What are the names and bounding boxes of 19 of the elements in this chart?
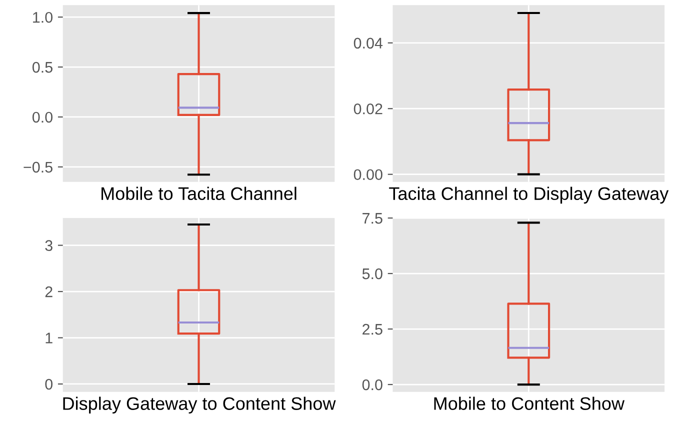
y-tick-label: 2.5 — [362, 324, 382, 335]
y-tick-label: 0.5 — [32, 62, 52, 73]
x-tick-label: Mobile to Tacita Channel — [102, 186, 296, 200]
y-tick-label: 0 — [45, 378, 53, 390]
x-tick-label: Display Gateway to Content Show — [63, 396, 336, 414]
x-tick-label: Tacita Channel to Display Gateway — [389, 186, 669, 204]
y-tick-label: 0.02 — [354, 103, 382, 114]
y-tick-label: 2 — [45, 286, 52, 298]
y-tick-label: 7.5 — [362, 213, 382, 224]
y-tick-label: 5.0 — [362, 268, 382, 280]
y-tick-label: −0.5 — [24, 162, 52, 173]
x-tick-label: Mobile to Content Show — [434, 396, 625, 410]
y-tick-label: 0.0 — [362, 379, 382, 390]
y-tick-label: 0.04 — [354, 38, 383, 49]
y-tick-label: 1.0 — [33, 12, 53, 23]
y-tick-label: 3 — [45, 240, 52, 251]
y-tick-label: 1 — [46, 332, 52, 344]
y-tick-label: 0.00 — [354, 169, 382, 180]
y-tick-label: 0.0 — [32, 112, 53, 123]
